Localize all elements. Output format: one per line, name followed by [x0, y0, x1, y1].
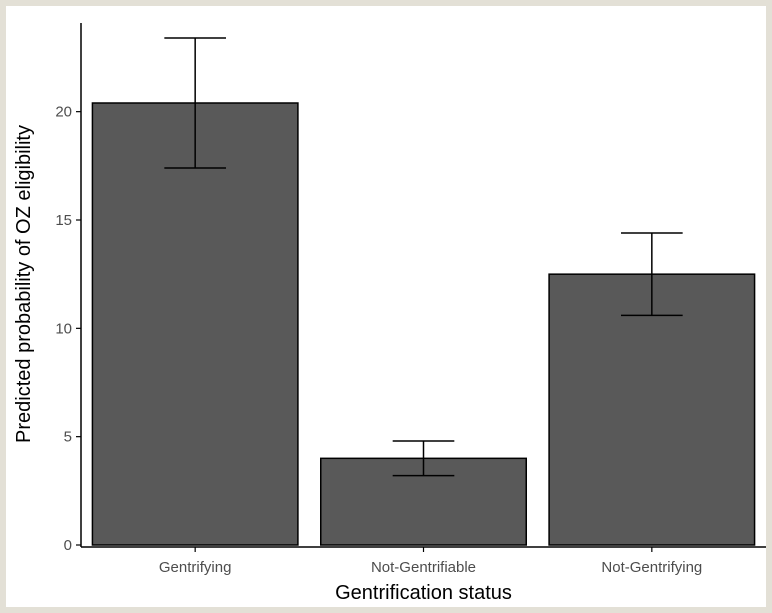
y-axis-title: Predicted probability of OZ eligibility	[13, 125, 35, 443]
y-tick-label: 0	[64, 537, 72, 554]
x-tick-label: Not-Gentrifiable	[371, 559, 476, 576]
x-tick-label: Not-Gentrifying	[601, 559, 702, 576]
y-tick-label: 20	[55, 104, 72, 121]
error-bars-group	[164, 37, 683, 477]
y-axis-ticks: 0 5 10 15 20	[55, 104, 81, 554]
error-bar	[621, 232, 683, 317]
y-tick-label: 15	[55, 212, 72, 229]
x-axis-ticks: Gentrifying Not-Gentrifiable Not-Gentrifyi…	[159, 547, 702, 576]
bar	[548, 273, 756, 546]
y-tick-label: 5	[64, 429, 72, 446]
y-tick-label: 10	[55, 320, 72, 337]
chart-panel: 0 5 10 15 20 Gentrifying Not-Gentrifiable Not-…	[6, 6, 766, 607]
x-axis-title: Gentrification status	[335, 582, 512, 604]
bars-group	[91, 102, 756, 546]
x-tick-label: Gentrifying	[159, 559, 232, 576]
bar	[91, 102, 299, 546]
error-bar	[164, 37, 226, 169]
bar-chart: 0 5 10 15 20 Gentrifying Not-Gentrifiable Not-…	[13, 23, 766, 604]
error-bar	[392, 440, 455, 477]
